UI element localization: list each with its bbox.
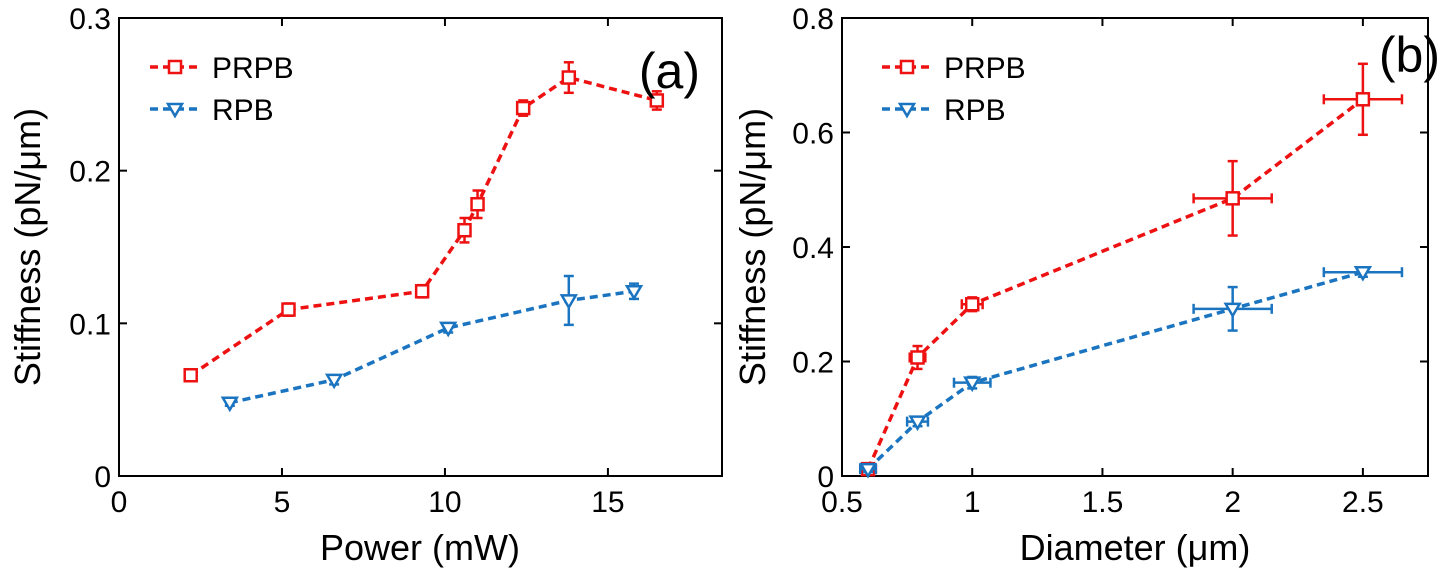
panel-b-plot-frame — [841, 17, 1429, 477]
panel-b-legend-item-rpb: RPB — [882, 94, 1006, 127]
panel-a-series-prpb — [183, 61, 665, 383]
panel-b-legend: PRPB RPB — [882, 52, 1026, 127]
panel-a-ticks — [118, 17, 722, 477]
panel-a-y-tick-label: 0 — [94, 461, 111, 494]
panel-a-x-tick-label: 5 — [274, 486, 291, 519]
panel-b-prpb-line — [866, 97, 1364, 470]
panel-a-legend-label-rpb: RPB — [212, 94, 274, 127]
panel-b-x-axis-title: Diameter (μm) — [1020, 527, 1251, 568]
panel-b-series-rpb — [858, 265, 1404, 479]
panel-a-prpb-point — [414, 284, 430, 299]
panel-a-prpb-point — [281, 302, 296, 317]
panel-a-rpb-point — [220, 396, 239, 413]
panel-b-legend-marker-rpb — [897, 102, 917, 119]
panel-a-legend-marker-rpb — [165, 102, 185, 119]
panel-a-prpb-point — [470, 197, 485, 212]
panel-b-prpb-point — [964, 297, 980, 312]
panel-b-y-tick-label: 0.6 — [792, 118, 834, 151]
panel-a-y-axis-title: Stiffness (pN/μm) — [7, 108, 48, 386]
panel-a-tick-labels: 0 5 10 15 0 0.1 0.2 0.3 — [69, 3, 624, 519]
panel-b-x-tick-label: 1 — [964, 486, 981, 519]
panel-b-rpb-line — [866, 270, 1364, 471]
panel-a-x-tick-label: 15 — [591, 486, 624, 519]
panel-b-y-tick-label: 0.8 — [792, 3, 834, 36]
panel-b-ticks — [841, 17, 1428, 477]
panel-b-y-axis-title: Stiffness (pN/μm) — [732, 108, 773, 386]
panel-b-y-tick-label: 0.2 — [792, 347, 834, 380]
panel-b-rpb-point — [1353, 265, 1373, 282]
panel-a-label: (a) — [639, 43, 700, 99]
panel-a-rpb-point — [624, 285, 644, 301]
panel-b-prpb-point — [1225, 191, 1240, 206]
panel-b-prpb-point — [1355, 92, 1371, 107]
panel-a-prpb-point — [457, 222, 472, 238]
panel-b-series-prpb — [858, 62, 1404, 477]
panel-a-x-tick-label: 0 — [111, 486, 128, 519]
panel-a-series-rpb — [220, 274, 644, 413]
panel-a-legend-marker-prpb — [167, 59, 183, 75]
panel-b-legend-label-prpb: PRPB — [944, 52, 1026, 85]
panel-b-y-tick-label: 0.4 — [792, 232, 834, 265]
panel-a-prpb-line — [189, 75, 658, 377]
panel-b-legend-label-rpb: RPB — [944, 94, 1006, 127]
panel-b-tick-labels: 0.5 1 1.5 2 2.5 0 0.2 0.4 0.6 0.8 — [792, 3, 1383, 519]
panel-a-legend: PRPB RPB — [150, 52, 294, 127]
panel-b-y-tick-label: 0 — [817, 461, 834, 494]
panel-a-rpb-point — [324, 373, 344, 390]
panel-b-legend-item-prpb: PRPB — [882, 52, 1026, 85]
panel-a-series — [183, 61, 665, 413]
panel-a-legend-label-prpb: PRPB — [212, 52, 294, 85]
panel-a-plot-frame — [118, 17, 723, 477]
panel-b-x-tick-label: 2.5 — [1342, 486, 1384, 519]
panel-a-legend-item-rpb: RPB — [150, 94, 274, 127]
panel-b-rpb-point — [858, 462, 878, 479]
panel-b-rpb-point — [1223, 302, 1242, 319]
panel-b-x-tick-label: 2 — [1224, 486, 1241, 519]
panel-a-y-tick-label: 0.3 — [69, 3, 111, 36]
panel-a-y-tick-label: 0.1 — [69, 308, 111, 341]
panel-a-rpb-point — [559, 294, 578, 310]
panel-a-x-tick-label: 10 — [428, 486, 461, 519]
panel-b-rpb-point — [908, 415, 927, 432]
panel-b-rpb-point — [963, 376, 982, 393]
panel-b-x-tick-label: 1.5 — [1082, 486, 1124, 519]
panel-b-prpb-point — [910, 350, 925, 365]
panel-a-legend-item-prpb: PRPB — [150, 52, 294, 85]
panel-a-rpb-point — [439, 321, 458, 338]
panel-b-x-tick-label: 0.5 — [821, 486, 863, 519]
panel-a-prpb-point — [649, 93, 665, 108]
panel-b-diameter-vs-stiffness: 0.5 1 1.5 2 2.5 0 0.2 0.4 0.6 0.8 (b) PRPB RPB Dia… — [732, 3, 1440, 568]
panel-a-prpb-point — [561, 70, 577, 85]
panel-b-label: (b) — [1379, 27, 1440, 83]
panel-a-x-axis-title: Power (mW) — [320, 527, 520, 568]
panel-a-prpb-point — [183, 367, 198, 383]
panel-a-prpb-point — [515, 100, 531, 116]
panel-a-rpb-line — [229, 289, 635, 405]
panel-b-legend-marker-prpb — [899, 59, 915, 75]
panel-a-y-tick-label: 0.2 — [69, 156, 111, 189]
panel-b-series — [858, 62, 1404, 479]
